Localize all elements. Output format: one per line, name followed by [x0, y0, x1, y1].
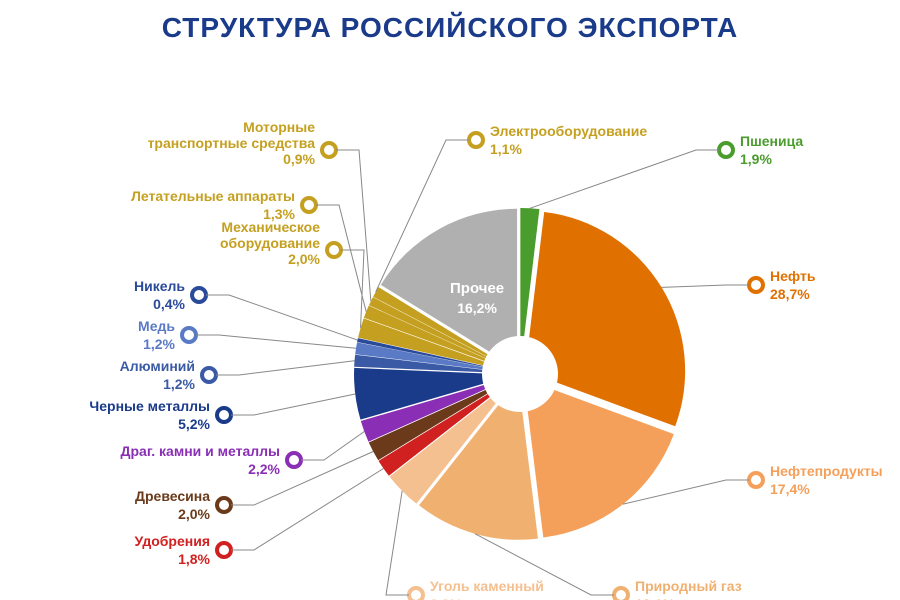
category-label: Моторныетранспортные средства	[148, 119, 316, 151]
donut-hole	[482, 336, 558, 412]
page-title: СТРУКТУРА РОССИЙСКОГО ЭКСПОРТА	[0, 0, 900, 44]
category-pct: 12,6%	[635, 596, 675, 600]
category-label: Нефть	[770, 268, 816, 284]
bullet-icon	[614, 588, 628, 600]
category-label: Алюминий	[120, 358, 195, 374]
center-label: Прочее	[450, 280, 504, 297]
category-pct: 0,4%	[153, 296, 185, 312]
category-pct: 1,2%	[163, 376, 195, 392]
category-label: Черные металлы	[89, 398, 210, 414]
category-pct: 2,2%	[248, 461, 280, 477]
category-label: Удобрения	[135, 533, 210, 549]
category-label: Нефтепродукты	[770, 463, 883, 479]
leader-line	[662, 285, 749, 287]
leader-line	[386, 491, 409, 595]
category-label: Пшеница	[740, 133, 803, 149]
pie-chart: Прочее 16,2% Пшеница 1,9% Нефть 28,7% Нефтепро…	[0, 44, 900, 600]
category-pct: 1,3%	[263, 206, 295, 222]
leader-line	[316, 205, 366, 312]
category-pct: 1,9%	[740, 151, 772, 167]
bullet-icon	[409, 588, 423, 600]
bullet-icon	[327, 243, 341, 257]
category-pct: 28,7%	[770, 286, 810, 302]
bullet-icon	[749, 473, 763, 487]
bullet-icon	[182, 328, 196, 342]
category-label: Никель	[134, 278, 185, 294]
category-pct: 0,9%	[283, 151, 315, 167]
category-pct: 5,2%	[178, 416, 210, 432]
category-label: Драг. камни и металлы	[121, 443, 280, 459]
leader-line	[231, 394, 355, 415]
bullet-icon	[202, 368, 216, 382]
category-pct: 2,0%	[288, 251, 320, 267]
leader-line	[216, 361, 355, 375]
category-label: Древесина	[135, 488, 210, 504]
leader-line	[336, 150, 371, 301]
center-pct: 16,2%	[457, 300, 497, 316]
category-label: Медь	[138, 318, 175, 334]
bullet-icon	[217, 498, 231, 512]
leader-line	[301, 432, 364, 460]
bullet-icon	[192, 288, 206, 302]
category-pct: 1,1%	[490, 141, 522, 157]
bullet-icon	[302, 198, 316, 212]
category-pct: 17,4%	[770, 481, 810, 497]
bullet-icon	[749, 278, 763, 292]
bullet-icon	[322, 143, 336, 157]
bullet-icon	[217, 408, 231, 422]
leader-line	[206, 295, 358, 340]
category-label: Электрооборудование	[490, 123, 647, 139]
bullet-icon	[719, 143, 733, 157]
category-pct: 1,8%	[178, 551, 210, 567]
bullet-icon	[217, 543, 231, 557]
category-label: Природный газ	[635, 578, 742, 594]
category-label: Механическоеоборудование	[220, 219, 320, 251]
category-pct: 3,8%	[430, 596, 462, 600]
leader-line	[196, 335, 356, 348]
category-label: Уголь каменный	[430, 578, 544, 594]
category-pct: 2,0%	[178, 506, 210, 522]
bullet-icon	[287, 453, 301, 467]
category-label: Летательные аппараты	[131, 188, 295, 204]
leader-line	[530, 150, 719, 208]
bullet-icon	[469, 133, 483, 147]
category-pct: 1,2%	[143, 336, 175, 352]
